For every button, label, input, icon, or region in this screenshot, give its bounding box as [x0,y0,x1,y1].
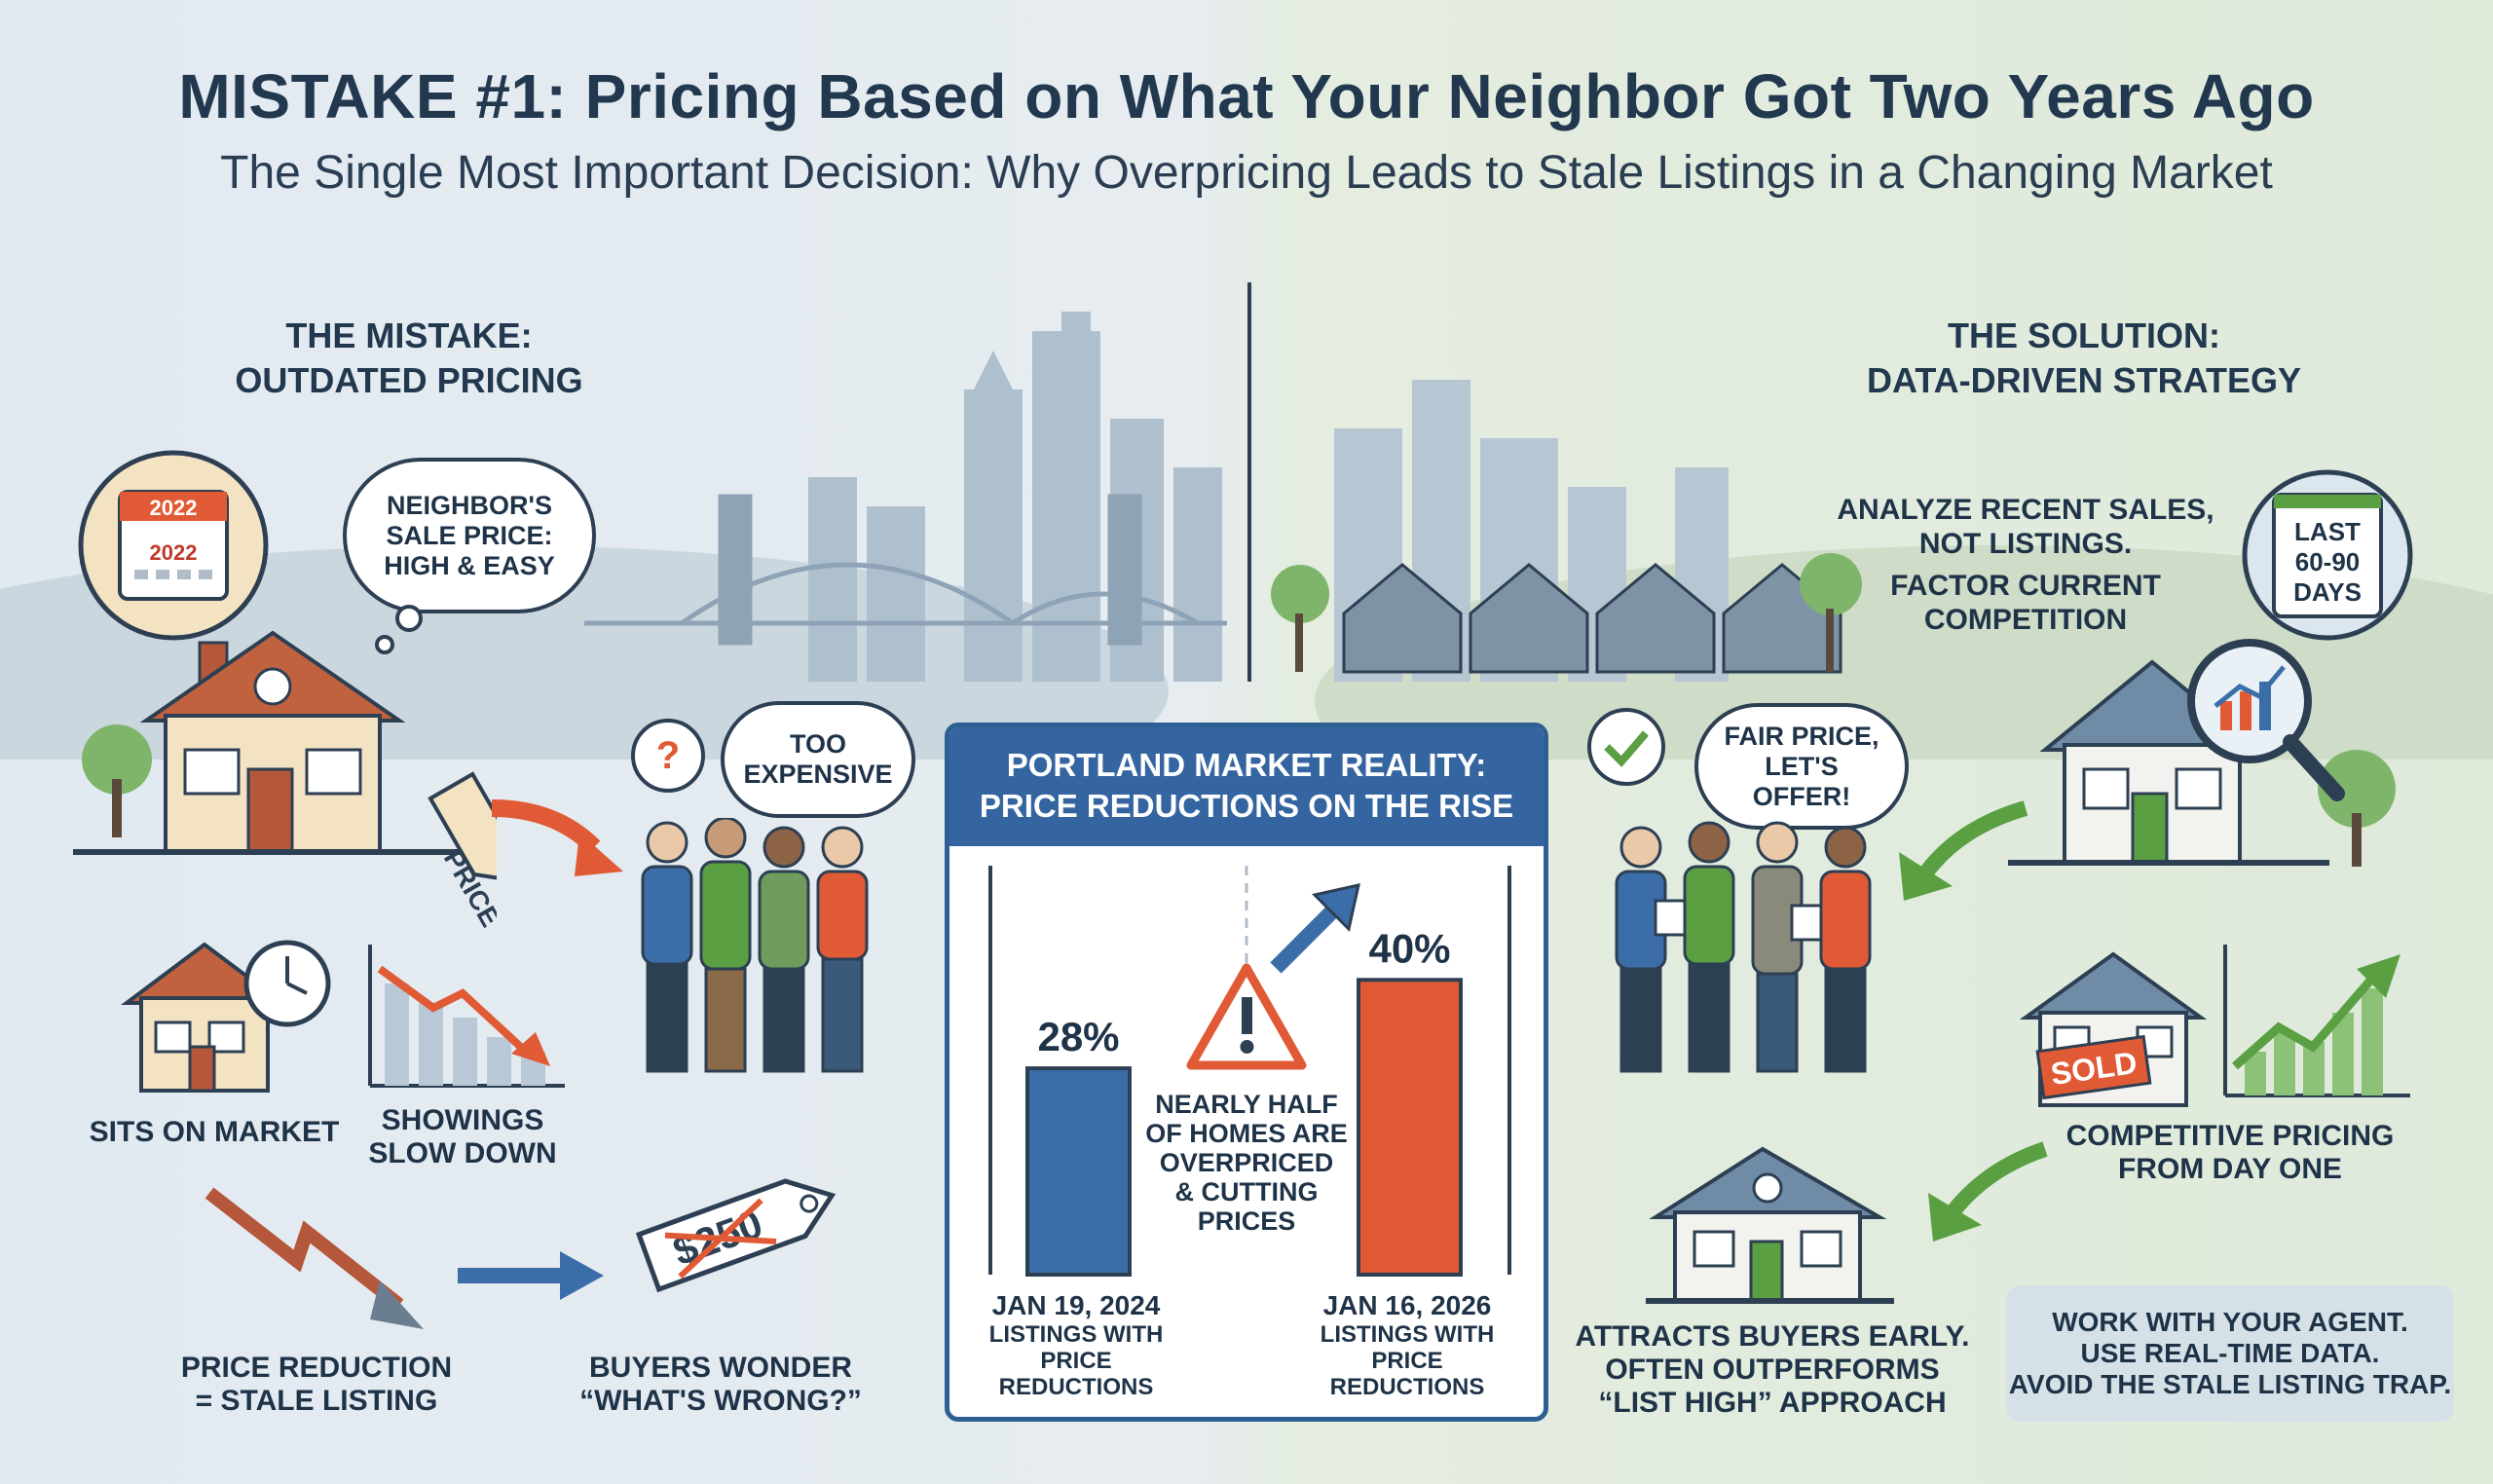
analyze-sales-label: ANALYZE RECENT SALES, NOT LISTINGS. FACT… [1811,493,2240,637]
thought-dots-icon [375,605,423,654]
analyze-line2: NOT LISTINGS. [1918,528,2133,560]
panel-heading: PORTLAND MARKET REALITY: PRICE REDUCTION… [949,727,1544,846]
category-right-sub3: REDUCTIONS [1329,1374,1485,1400]
mistake-heading-line2: OUTDATED PRICING [235,360,583,400]
calendar-range: 60-90 [2295,547,2361,576]
wonder-line2: “WHAT'S WRONG?” [579,1385,862,1417]
category-left-sub2: PRICE [1040,1348,1112,1374]
chart-value-label-0: 28% [1037,1014,1119,1059]
warning-text: NEARLY HALF OF HOMES ARE OVERPRICED & CU… [1120,1090,1373,1236]
reduced-price-tag-icon: $250 [635,1178,837,1293]
bar-category-left: JAN 19, 2024 LISTINGS WITH PRICE REDUCTI… [969,1290,1183,1400]
showings-slow-label: SHOWINGS SLOW DOWN [341,1104,584,1170]
green-arrow-lower-icon [1928,1141,2048,1242]
reduction-line1: PRICE REDUCTION [180,1352,453,1384]
sold-house-icon: SOLD [2019,951,2208,1107]
category-right-sub2: PRICE [1371,1348,1443,1374]
page-title: MISTAKE #1: Pricing Based on What Your N… [178,61,2315,131]
calendar-2022-icon: 2022 2022 [78,450,269,641]
sits-on-market-label: SITS ON MARKET [89,1116,340,1148]
agent-line3: AVOID THE STALE LISTING TRAP. [2008,1369,2452,1399]
warning-line4: & CUTTING [1174,1177,1319,1206]
declining-chart-icon [368,945,565,1088]
price-reduction-label: PRICE REDUCTION = STALE LISTING [146,1352,487,1418]
neighbor-price-text: NEIGHBOR'S SALE PRICE: HIGH & EASY [384,490,555,580]
rising-arrow-head-icon [1312,883,1360,932]
attracts-line3: “LIST HIGH” APPROACH [1598,1387,1947,1419]
factor-line2: COMPETITION [1923,604,2128,636]
market-reality-panel: PORTLAND MARKET REALITY: PRICE REDUCTION… [945,723,1548,1422]
question-mark-bubble: ? [631,719,705,793]
attracts-line2: OFTEN OUTPERFORMS [1605,1354,1940,1386]
attracts-line1: ATTRACTS BUYERS EARLY. [1575,1320,1970,1353]
calendar-recent-days-icon: LAST 60-90 DAYS [2242,469,2413,641]
fair-price-text: FAIR PRICE, LET'S OFFER! [1724,721,1879,811]
green-arrow-icon [1899,800,2028,901]
solution-heading-line2: DATA-DRIVEN STRATEGY [1867,360,2301,400]
mistake-heading-line1: THE MISTAKE: [285,315,533,355]
factor-line1: FACTOR CURRENT [1890,570,2161,602]
rising-arrow-icon [1270,904,1340,974]
panel-heading-line2: PRICE REDUCTIONS ON THE RISE [979,788,1514,824]
warning-dot-icon [1240,1040,1254,1054]
mistake-heading: THE MISTAKE: OUTDATED PRICING [156,314,662,403]
blue-arrow-icon [458,1251,604,1300]
calendar-year-mid: 2022 [150,540,198,565]
chart-bar-1 [1357,978,1463,1277]
category-right-date: JAN 16, 2026 [1322,1290,1492,1320]
too-expensive-bubble: TOO EXPENSIVE [721,701,915,818]
buyers-wonder-label: BUYERS WONDER “WHAT'S WRONG?” [565,1352,876,1418]
agents-group-icon [1615,821,1872,1073]
panel-heading-line1: PORTLAND MARKET REALITY: [1006,747,1487,783]
page-subtitle: The Single Most Important Decision: Why … [220,147,2273,199]
bar-category-right: JAN 16, 2026 LISTINGS WITH PRICE REDUCTI… [1295,1290,1519,1400]
showings-line1: SHOWINGS [381,1104,544,1136]
calendar-days: DAYS [2293,577,2362,607]
analyze-line1: ANALYZE RECENT SALES, [1837,494,2214,526]
calendar-last: LAST [2294,517,2361,546]
question-mark-text: ? [655,733,681,777]
checkmark-bubble-icon [1587,708,1665,786]
reduction-line2: = STALE LISTING [195,1385,438,1417]
solution-heading: THE SOLUTION: DATA-DRIVEN STRATEGY [1831,314,2337,403]
showings-line2: SLOW DOWN [368,1137,557,1169]
buyers-group-icon [641,818,869,1073]
neighbor-price-thought-bubble: NEIGHBOR'S SALE PRICE: HIGH & EASY [343,458,596,613]
chart-bar-0 [1025,1066,1132,1277]
warning-line3: OVERPRICED [1159,1148,1334,1177]
wonder-line1: BUYERS WONDER [588,1352,852,1384]
too-expensive-text: TOO EXPENSIVE [743,729,893,789]
agent-line2: USE REAL-TIME DATA. [2080,1338,2380,1368]
competitive-line1: COMPETITIVE PRICING [2065,1120,2395,1152]
category-left-sub1: LISTINGS WITH [988,1321,1164,1348]
warning-exclamation-icon [1242,997,1252,1034]
chart-value-label-1: 40% [1368,925,1450,971]
price-reduction-chart: 28% 40% [988,866,1511,1277]
growth-chart-icon [2223,945,2410,1097]
agent-line1: WORK WITH YOUR AGENT. [2052,1307,2408,1337]
red-arrow-icon [491,799,623,876]
competitive-pricing-label: COMPETITIVE PRICING FROM DAY ONE [2026,1120,2435,1186]
house-clock-icon [121,940,331,1093]
warning-line5: PRICES [1197,1206,1296,1236]
category-right-sub1: LISTINGS WITH [1320,1321,1495,1348]
calendar-year-top: 2022 [150,496,198,520]
attracts-buyers-label: ATTRACTS BUYERS EARLY. OFTEN OUTPERFORMS… [1568,1320,1977,1420]
category-left-sub3: REDUCTIONS [998,1374,1154,1400]
competitive-line2: FROM DAY ONE [2117,1153,2343,1185]
house-with-price-tag-icon: PRICE [73,630,497,932]
solution-heading-line1: THE SOLUTION: [1948,315,2220,355]
attracts-buyers-house-icon [1646,1146,1894,1304]
fair-price-bubble: FAIR PRICE, LET'S OFFER! [1694,703,1909,830]
warning-line1: NEARLY HALF [1155,1090,1338,1119]
category-left-date: JAN 19, 2024 [991,1290,1161,1320]
price-drop-arrow-icon [205,1187,424,1329]
agent-advice-box: WORK WITH YOUR AGENT. USE REAL-TIME DATA… [2006,1285,2454,1422]
house-magnifier-icon [2008,639,2396,867]
warning-line2: OF HOMES ARE [1145,1119,1348,1148]
